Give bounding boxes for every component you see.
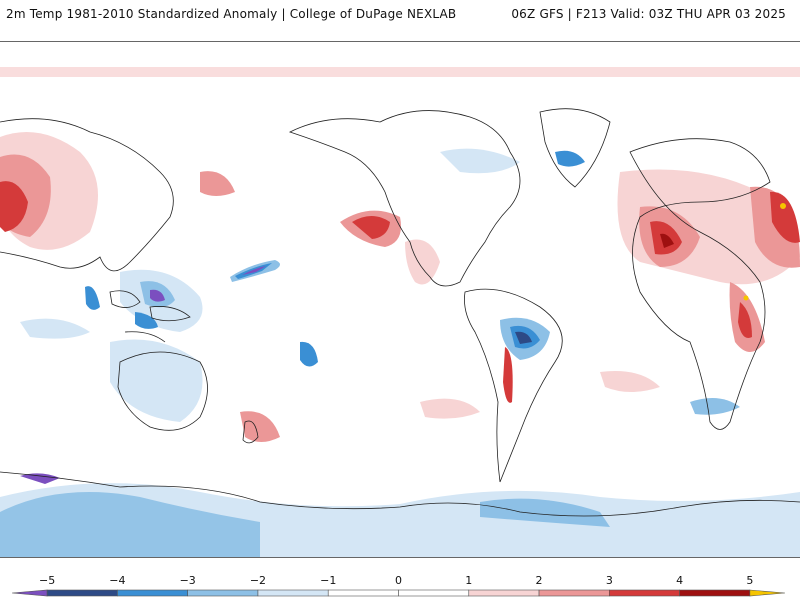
map-title: 2m Temp 1981-2010 Standardized Anomaly |… — [6, 7, 457, 21]
colorbar-segment — [327, 589, 399, 597]
colorbar-segment — [468, 589, 540, 597]
colorbar-segment — [538, 589, 610, 597]
colorbar-tick-label: −1 — [320, 574, 336, 587]
colorbar-segment — [257, 589, 329, 597]
colorbar-segment — [609, 589, 680, 597]
colorbar-tick-label: 4 — [676, 574, 683, 587]
coastlines — [0, 108, 800, 517]
colorbar-tick-label: −4 — [109, 574, 125, 587]
colorbar-segment — [749, 589, 786, 597]
colorbar-tick-label: 5 — [746, 574, 753, 587]
model-run-info: 06Z GFS | F213 Valid: 03Z THU APR 03 202… — [511, 7, 786, 21]
colorbar-segments — [11, 589, 786, 597]
colorbar-segment — [187, 589, 259, 597]
colorbar-segment — [117, 589, 188, 597]
colorbar-segment — [46, 589, 118, 597]
colorbar-segment — [398, 589, 470, 597]
colorbar-tick-label: 3 — [606, 574, 613, 587]
colorbar-tick-label: 0 — [395, 574, 402, 587]
colorbar-tick-label: −5 — [39, 574, 55, 587]
colorbar-tick-label: −3 — [180, 574, 196, 587]
colorbar: −5 −4 −3 −2 −1 0 1 2 3 4 5 — [11, 574, 786, 597]
anomaly-fields — [0, 67, 800, 557]
map-canvas — [0, 67, 800, 557]
colorbar-tick-label: 2 — [536, 574, 543, 587]
colorbar-segment — [11, 589, 48, 597]
colorbar-tick-label: 1 — [465, 574, 472, 587]
colorbar-labels: −5 −4 −3 −2 −1 0 1 2 3 4 5 — [39, 574, 753, 587]
anomaly-map — [0, 41, 800, 558]
colorbar-segment — [679, 589, 751, 597]
colorbar-tick-label: −2 — [250, 574, 266, 587]
